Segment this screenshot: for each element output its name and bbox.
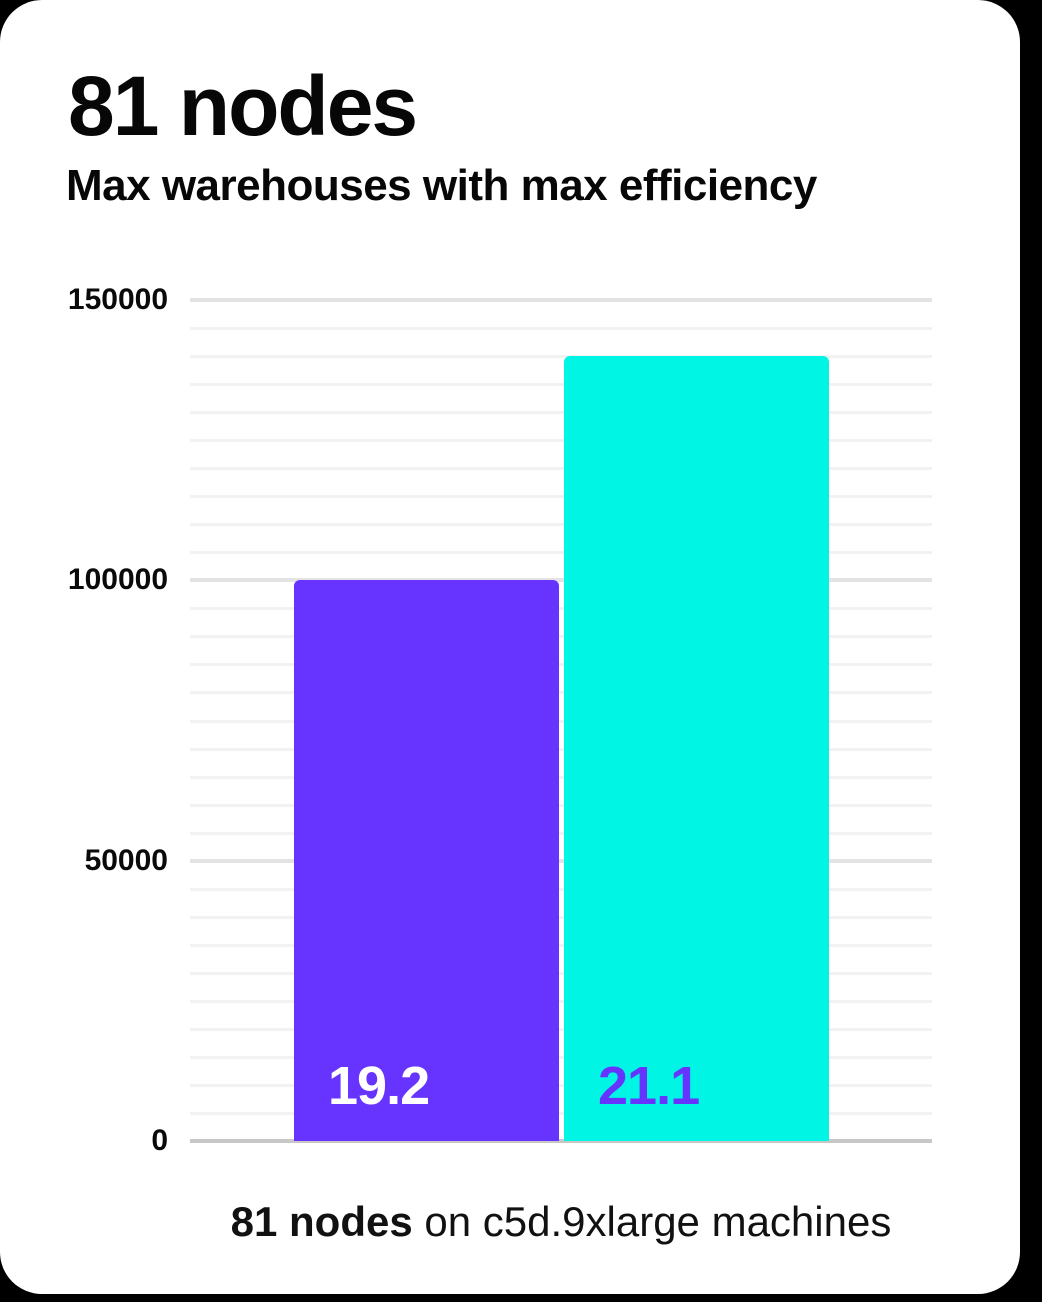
minor-gridline xyxy=(190,635,932,639)
minor-gridline xyxy=(190,747,932,751)
caption-highlight: 81 nodes xyxy=(230,1198,413,1245)
y-axis-tick-labels: 150000 100000 50000 0 xyxy=(0,283,168,1157)
gridlines-layer xyxy=(190,298,932,1141)
minor-gridline xyxy=(190,1111,932,1115)
minor-gridline xyxy=(190,887,932,891)
chart-caption: 81 nodes on c5d.9xlarge machines xyxy=(190,1198,932,1246)
minor-gridline xyxy=(190,803,932,807)
minor-gridline xyxy=(190,327,932,331)
minor-gridline xyxy=(190,943,932,947)
major-gridline xyxy=(190,858,932,863)
minor-gridline xyxy=(190,915,932,919)
minor-gridline xyxy=(190,1055,932,1059)
bar-version-19-2: 19.2 xyxy=(294,580,559,1141)
minor-gridline xyxy=(190,523,932,527)
y-axis-tick-label: 150000 xyxy=(67,283,168,316)
minor-gridline xyxy=(190,999,932,1003)
y-axis-tick-label: 0 xyxy=(151,1124,168,1157)
bar-chart: 19.2 21.1 xyxy=(190,298,932,1143)
x-axis-line xyxy=(190,1139,932,1143)
minor-gridline xyxy=(190,1083,932,1087)
bar-version-21-1: 21.1 xyxy=(564,356,829,1141)
bar-label-21-1: 21.1 xyxy=(598,1056,700,1116)
minor-gridline xyxy=(190,607,932,611)
caption-rest: on c5d.9xlarge machines xyxy=(412,1198,892,1245)
major-gridline xyxy=(190,578,932,583)
minor-gridline xyxy=(190,467,932,471)
minor-gridline xyxy=(190,663,932,667)
minor-gridline xyxy=(190,355,932,359)
bar-label-19-2: 19.2 xyxy=(328,1056,430,1116)
minor-gridline xyxy=(190,831,932,835)
y-axis-tick-label: 100000 xyxy=(67,563,168,597)
minor-gridline xyxy=(190,551,932,555)
minor-gridline xyxy=(190,383,932,387)
major-gridline xyxy=(190,298,932,302)
minor-gridline xyxy=(190,495,932,499)
minor-gridline xyxy=(190,411,932,415)
minor-gridline xyxy=(190,691,932,695)
minor-gridline xyxy=(190,719,932,723)
minor-gridline xyxy=(190,1027,932,1031)
minor-gridline xyxy=(190,971,932,975)
minor-gridline xyxy=(190,439,932,443)
y-axis-tick-label: 50000 xyxy=(84,843,168,877)
chart-card: 81 nodes Max warehouses with max efficie… xyxy=(0,0,1020,1294)
page-title: 81 nodes xyxy=(68,59,418,153)
page-subtitle: Max warehouses with max efficiency xyxy=(66,161,817,210)
minor-gridline xyxy=(190,775,932,779)
